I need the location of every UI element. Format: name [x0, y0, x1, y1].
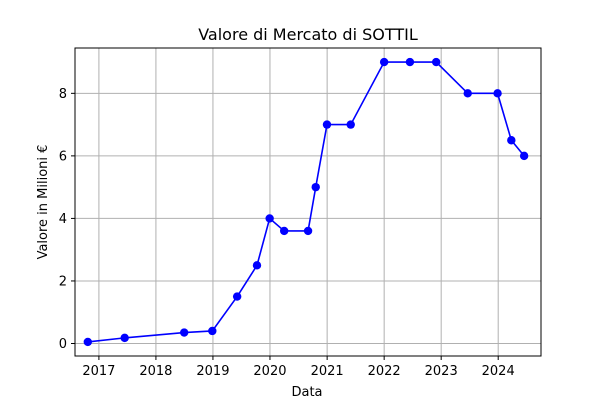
x-tick-label: 2019	[196, 364, 229, 379]
data-point	[232, 292, 242, 301]
x-tick-label: 2018	[139, 364, 172, 379]
data-point	[346, 120, 355, 129]
series-line	[83, 57, 529, 347]
x-axis-label: Data	[291, 385, 322, 400]
plot-area-frame	[74, 47, 542, 357]
data-point	[507, 136, 516, 145]
data-point	[120, 333, 129, 343]
x-axis: 2017 2018 2019 2020 2021 2022 2023 2024	[82, 356, 515, 379]
data-point	[179, 328, 189, 337]
x-tick-label: 2017	[82, 364, 115, 379]
data-point	[519, 151, 529, 161]
y-tick-label: 6	[59, 149, 67, 164]
x-tick-label: 2022	[368, 364, 401, 379]
data-point	[252, 261, 262, 270]
x-tick-label: 2020	[253, 364, 286, 379]
y-axis: 0 2 4 6 8	[59, 87, 75, 352]
data-point	[311, 182, 320, 192]
grid	[75, 48, 541, 356]
data-point	[265, 214, 274, 223]
data-point	[322, 120, 332, 129]
series-polyline	[87, 61, 525, 343]
data-point	[431, 57, 441, 67]
chart-title: Valore di Mercato di SOTTIL	[198, 25, 418, 44]
x-tick-label: 2021	[311, 364, 344, 379]
y-tick-label: 2	[59, 274, 67, 289]
y-tick-label: 0	[59, 337, 67, 352]
y-tick-label: 8	[59, 87, 67, 102]
x-tick-label: 2023	[425, 364, 458, 379]
data-point	[208, 326, 217, 336]
y-axis-label: Valore in Milioni €	[36, 145, 51, 260]
data-point	[405, 57, 415, 67]
data-point	[493, 89, 502, 98]
data-point	[463, 89, 472, 98]
y-tick-label: 4	[59, 212, 67, 227]
data-point	[279, 226, 289, 236]
data-point	[379, 57, 389, 67]
data-point	[303, 226, 313, 236]
data-point	[83, 337, 93, 347]
x-tick-label: 2024	[482, 364, 515, 379]
